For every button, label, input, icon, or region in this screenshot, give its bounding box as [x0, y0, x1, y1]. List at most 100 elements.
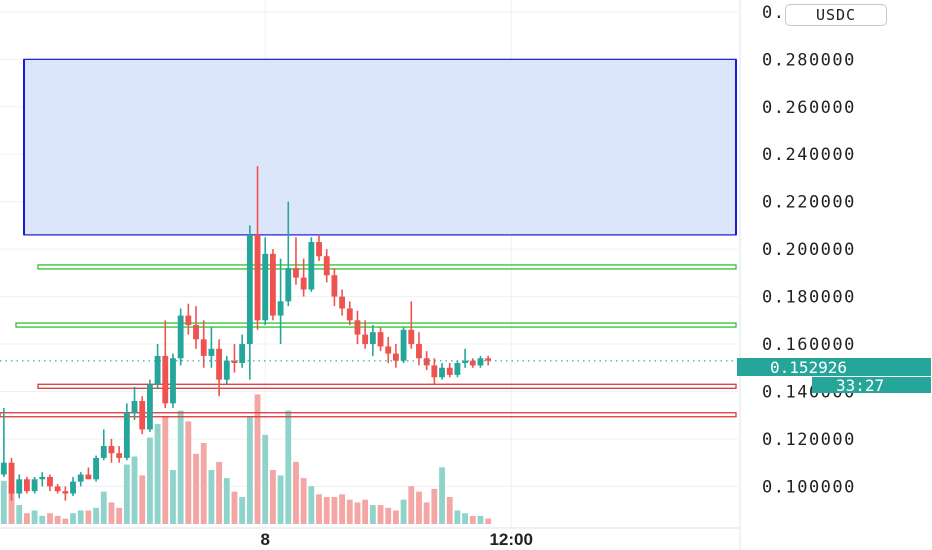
volume-bar [131, 456, 138, 524]
candle-body [300, 277, 307, 290]
quote-unit-badge[interactable]: USDC [785, 4, 887, 26]
volume-bar [323, 497, 330, 524]
candle-body [193, 325, 199, 340]
volume-bar [400, 499, 407, 524]
candle-body [100, 446, 107, 458]
price-tick-label: 0.100000 [762, 477, 856, 497]
candle-body [216, 348, 223, 380]
candle-body [223, 360, 230, 380]
volume-bar [362, 499, 369, 524]
candle-body [277, 301, 284, 316]
zone-box [23, 58, 737, 236]
volume-bar [269, 470, 276, 524]
candle-body [446, 367, 453, 375]
candle-body [93, 457, 100, 480]
volume-bar [293, 461, 299, 524]
candle-body [339, 296, 346, 309]
candle-body [16, 479, 23, 494]
candle-body [269, 253, 276, 316]
price-tick-label: 0.120000 [762, 430, 856, 450]
candle-body [439, 367, 445, 378]
volume-bar [108, 502, 115, 524]
volume-bar [262, 434, 269, 524]
volume-bar [423, 502, 430, 524]
candle-body [239, 344, 246, 364]
time-tick-label: 12:00 [489, 530, 532, 549]
candle-body [354, 320, 361, 335]
candle-body [177, 315, 184, 359]
candle-body [377, 332, 384, 347]
candle-body [185, 315, 192, 326]
volume-bar [354, 502, 361, 524]
volume-bar [300, 478, 307, 524]
candle-body [454, 363, 461, 375]
volume-bar [277, 475, 284, 524]
volume-bar [385, 507, 392, 524]
price-axis[interactable]: 0.1000000.1200000.1400000.1600000.180000… [762, 3, 856, 498]
volume-bars [0, 394, 492, 524]
candle-body [123, 412, 130, 458]
candle-body [462, 360, 469, 364]
price-tick-label: 0.220000 [762, 193, 856, 213]
volume-bar [146, 437, 153, 524]
volume-bar [62, 518, 69, 524]
last-price-label: 0.152926 [770, 358, 847, 377]
candle-body [323, 256, 330, 276]
candle-body [200, 339, 207, 356]
volume-bar [377, 505, 384, 524]
volume-bar [339, 494, 346, 524]
candle-body [285, 268, 292, 302]
volume-bar [369, 505, 376, 524]
candle-body [362, 334, 369, 345]
volume-bar [31, 510, 38, 524]
candle-body [139, 400, 146, 430]
volume-bar [331, 497, 338, 524]
volume-bar [208, 470, 215, 524]
volume-bar [23, 513, 30, 524]
candle-body [477, 358, 484, 366]
price-tick-label: 0.200000 [762, 240, 856, 260]
volume-bar [416, 491, 422, 524]
volume-bar [200, 443, 207, 524]
candle-body [47, 476, 53, 487]
candle-body [62, 491, 69, 494]
candle-body [423, 358, 430, 366]
candle-body [0, 462, 7, 475]
price-tick-label: 0.160000 [762, 335, 856, 355]
volume-bar [139, 475, 146, 524]
candle-body [262, 253, 269, 321]
candle-body [8, 462, 15, 494]
candle-body [254, 234, 261, 321]
volume-bar [346, 499, 353, 524]
volume-bar [154, 424, 161, 524]
last-price-tag: 0.152926 33:27 [737, 358, 931, 395]
volume-bar [223, 478, 230, 524]
price-zone[interactable] [23, 58, 737, 236]
support-level [37, 264, 737, 270]
support-level [15, 322, 737, 328]
volume-bar [8, 486, 15, 524]
candle-body [331, 275, 338, 297]
volume-bar [54, 515, 61, 524]
candle-body [485, 358, 492, 361]
candle-body [431, 365, 438, 378]
volume-bar [392, 510, 399, 524]
volume-bar [285, 410, 292, 524]
volume-bar [77, 510, 84, 524]
volume-bar [239, 497, 246, 524]
candle-body [246, 234, 253, 345]
horizontal-levels[interactable] [0, 264, 737, 418]
price-tick-label: 0.240000 [762, 145, 856, 165]
volume-bar [70, 513, 76, 524]
time-axis[interactable]: 8 12:00 [260, 530, 532, 549]
volume-bar [185, 421, 192, 524]
volume-bar [308, 486, 315, 524]
candle-body [416, 344, 422, 359]
candle-body [392, 353, 399, 361]
volume-bar [100, 491, 107, 524]
volume-bar [231, 491, 238, 524]
volume-bar [16, 505, 23, 524]
candle-body [346, 308, 353, 321]
candle-body [308, 242, 315, 290]
